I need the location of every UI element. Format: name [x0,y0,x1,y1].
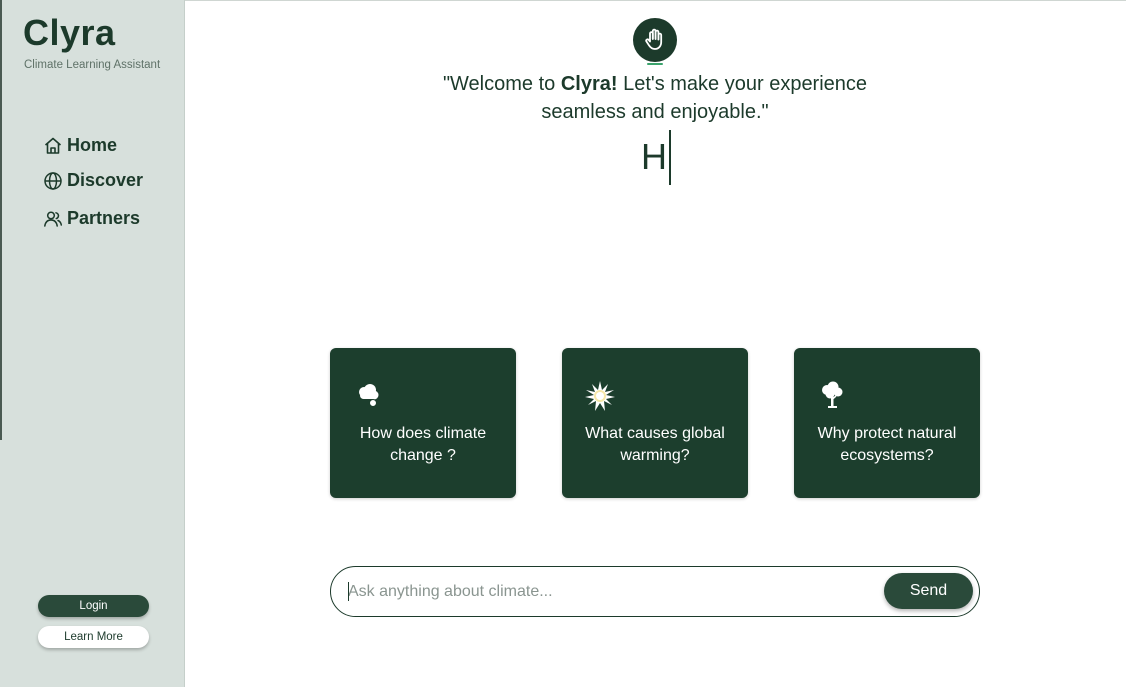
tree-icon [816,380,848,412]
sidebar-item-label: Discover [67,170,144,190]
sidebar-item-discover[interactable]: Discover [43,170,143,191]
learn-more-button[interactable]: Learn More [38,626,149,648]
login-button[interactable]: Login [38,595,149,617]
suggestion-text: What causes global warming? [585,425,725,464]
chat-input[interactable] [348,579,868,605]
typing-text: H [641,136,667,177]
input-caret [348,582,349,601]
sidebar-item-label: Partners [67,208,141,228]
suggestion-card-ecosystems[interactable]: Why protect natural ecosystems? [794,348,980,498]
welcome-message: "Welcome to Clyra! Let's make your exper… [400,70,910,126]
globe-icon [43,171,63,191]
welcome-prefix: "Welcome to [442,73,561,95]
home-icon [43,136,63,156]
app-logo [633,18,677,62]
raised-hand-icon [641,26,669,54]
sidebar-item-partners[interactable]: Partners [43,208,140,229]
welcome-brand: Clyra! [560,73,618,95]
send-button[interactable]: Send [884,573,973,609]
suggestion-text: How does climate change ? [359,425,487,464]
typing-cursor [669,130,671,185]
logo-accent-line [647,63,663,65]
sun-icon [584,380,616,412]
suggestion-card-global-warming[interactable]: What causes global warming? [562,348,748,498]
suggestion-text: Why protect natural ecosystems? [817,425,957,464]
sidebar-item-label: Home [67,135,118,155]
cloud-rain-icon [352,380,384,412]
window-left-border [0,0,2,440]
brand-logo-text: Clyra [23,12,116,53]
chat-bar: Send [330,566,980,617]
users-icon [43,209,63,229]
suggestion-card-climate-change[interactable]: How does climate change ? [330,348,516,498]
welcome-line2: seamless and enjoyable." [541,101,769,123]
sidebar-item-home[interactable]: Home [43,135,117,156]
brand-subtitle: Climate Learning Assistant [24,59,161,71]
sidebar: Clyra Climate Learning Assistant Home Di… [0,0,185,687]
welcome-line1: Let's make your experience [617,73,868,95]
window-top-border [0,0,1126,1]
